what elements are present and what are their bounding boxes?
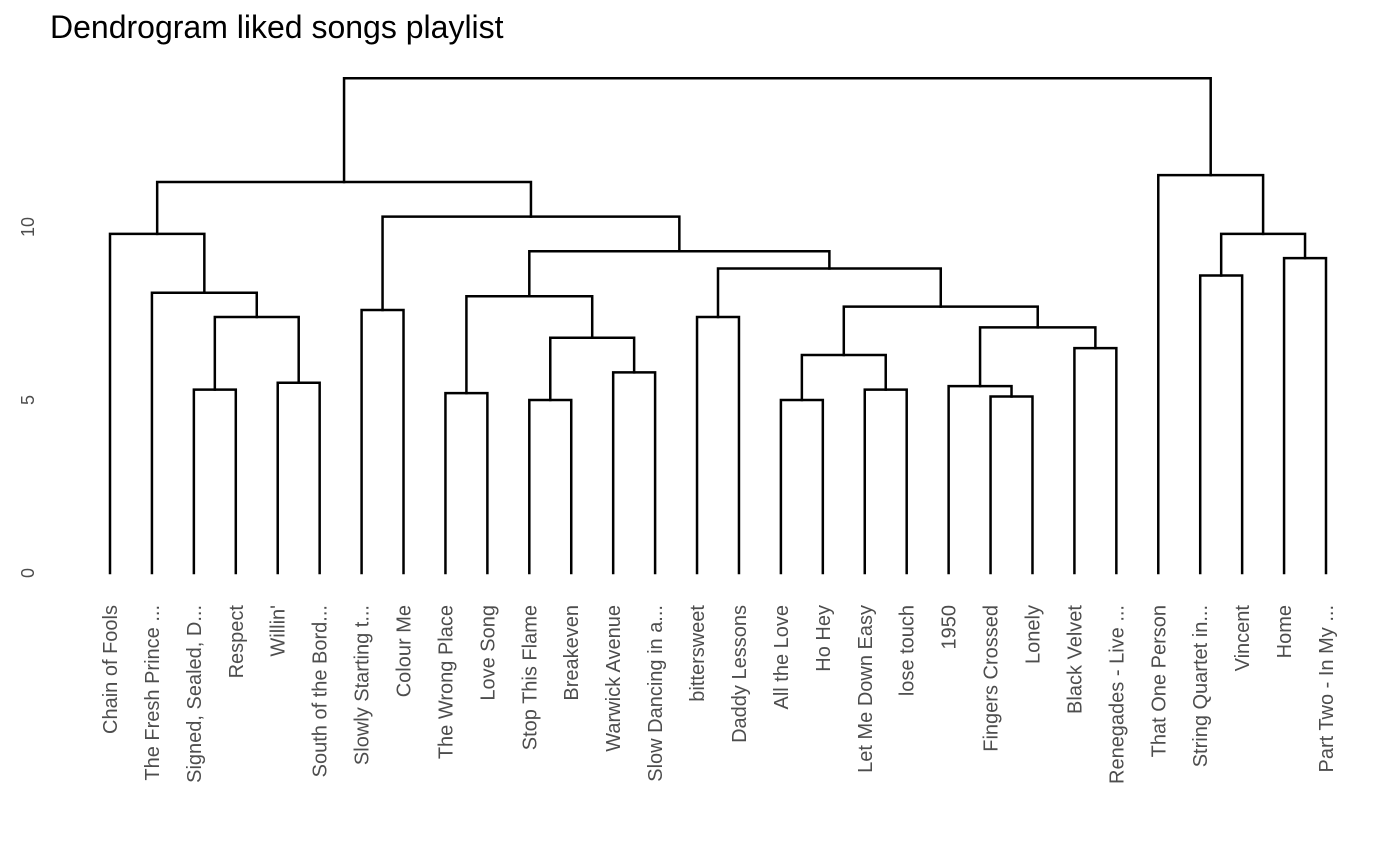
dendrogram-link [192, 388, 238, 575]
leaf-label: Vincent [1232, 605, 1254, 672]
leaf-label: Willin' [268, 605, 290, 657]
y-tick-label: 5 [18, 395, 38, 405]
y-tick-label: 0 [18, 568, 38, 578]
chart-title: Dendrogram liked songs playlist [50, 9, 504, 45]
dendrogram-link [213, 315, 300, 391]
leaf-label: Slow Dancing in a... [645, 605, 667, 782]
dendrogram-link [1198, 274, 1244, 575]
dendrogram-link [863, 388, 908, 575]
leaf-label: Chain of Fools [100, 605, 122, 734]
dendrogram-link [1282, 256, 1328, 575]
dendrogram-link [150, 291, 259, 575]
dendrogram-link [528, 249, 831, 298]
leaf-label: Ho Hey [813, 605, 835, 672]
leaf-label: lose touch [897, 605, 919, 696]
dendrogram-link [360, 308, 405, 575]
leaf-label: The Fresh Prince ... [142, 605, 164, 781]
leaf-label: South of the Bord... [310, 605, 332, 777]
y-tick-label: 10 [18, 217, 38, 237]
leaf-label: Lonely [1022, 605, 1044, 664]
dendrogram-link [611, 371, 657, 575]
dendrogram-link [1073, 346, 1118, 575]
dendrogram-link [800, 353, 887, 402]
leaf-label: Breakeven [561, 605, 583, 701]
dendrogram-link [695, 315, 741, 575]
leaf-label: 1950 [939, 605, 961, 650]
dendrogram-link [342, 76, 1212, 184]
dendrogram-link [978, 326, 1097, 388]
dendrogram-link [108, 232, 206, 575]
leaf-label: Colour Me [394, 605, 416, 697]
leaf-label: Fingers Crossed [981, 605, 1003, 752]
leaf-label: Love Song [477, 605, 499, 701]
leaf-label: Black Velvet [1064, 605, 1086, 714]
dendrogram-link [842, 305, 1039, 357]
leaf-label: Part Two - In My ... [1316, 605, 1338, 772]
leaf-labels: Chain of Fools The Fresh Prince ... Signed… [100, 605, 1338, 784]
dendrogram-link [947, 384, 1013, 575]
dendrogram-link [465, 294, 594, 395]
dendrogram-link [989, 395, 1034, 575]
leaf-label: That One Person [1148, 605, 1170, 757]
y-axis: 0 5 10 [18, 217, 38, 578]
dendrogram-links [108, 76, 1328, 575]
dendrogram-link [444, 391, 489, 575]
leaf-label: Daddy Lessons [729, 605, 751, 743]
leaf-label: Signed, Sealed, D... [184, 605, 206, 783]
dendrogram-link [716, 267, 943, 319]
dendrogram-link [276, 381, 321, 575]
dendrogram-link [528, 398, 573, 575]
dendrogram-link [549, 336, 636, 402]
dendrogram-link [155, 180, 533, 236]
leaf-label: String Quartet in... [1190, 605, 1212, 767]
leaf-label: bittersweet [687, 605, 709, 702]
dendrogram-link [779, 398, 825, 575]
leaf-label: Renegades - Live ... [1106, 605, 1128, 784]
leaf-label: Respect [226, 605, 248, 679]
leaf-label: Slowly Starting t... [352, 605, 374, 765]
leaf-label: Warwick Avenue [603, 605, 625, 752]
dendrogram-link [1219, 232, 1307, 277]
leaf-label: Stop This Flame [519, 605, 541, 750]
leaf-label: Let Me Down Easy [855, 605, 877, 773]
leaf-label: The Wrong Place [435, 605, 457, 759]
leaf-label: All the Love [771, 605, 793, 710]
leaf-label: Home [1274, 605, 1296, 658]
